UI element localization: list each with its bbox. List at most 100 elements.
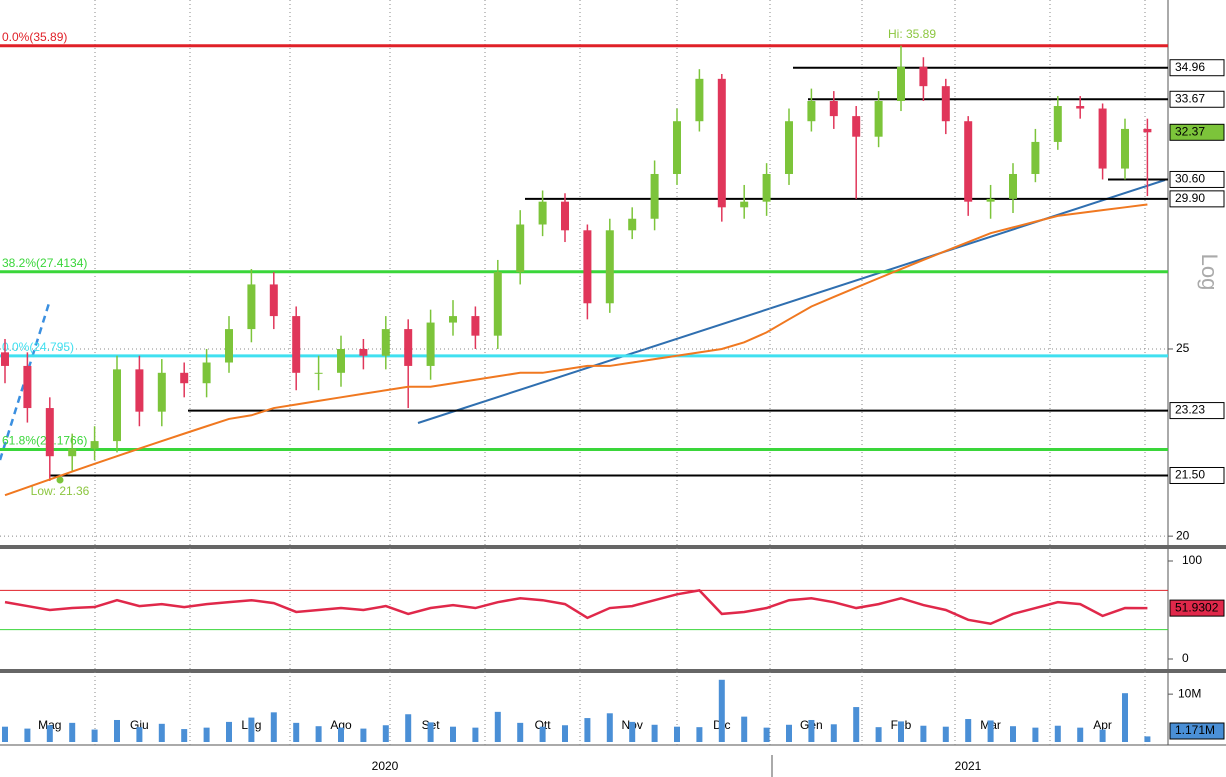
volume-bar xyxy=(875,727,882,742)
candle-body xyxy=(628,218,637,231)
level-label-box xyxy=(1169,59,1225,77)
volume-bar xyxy=(718,679,725,742)
level-label-box xyxy=(1169,190,1225,208)
rsi-value-box xyxy=(1169,599,1225,617)
candle-body xyxy=(986,198,995,202)
volume-bar xyxy=(808,719,815,742)
level-label-box xyxy=(1169,170,1225,188)
scale-label: Log xyxy=(1197,254,1222,291)
volume-bar xyxy=(248,717,255,742)
candle-body xyxy=(605,230,614,304)
candle-body xyxy=(269,284,278,317)
volume-bar xyxy=(293,722,300,742)
candle-body xyxy=(561,201,569,231)
candle-body xyxy=(202,362,211,384)
candle-body xyxy=(1076,106,1085,109)
volume-bar xyxy=(2,726,8,742)
candle-body xyxy=(23,365,32,409)
candle-body xyxy=(1053,106,1062,142)
level-label: 33.67 xyxy=(1175,91,1205,105)
volume-bar xyxy=(405,714,412,742)
last-price: 32.37 xyxy=(1175,124,1205,138)
low-label: Low: 21.36 xyxy=(31,484,90,498)
volume-bar xyxy=(1054,725,1061,742)
x-tick-label: Ott xyxy=(535,718,552,732)
candle-body xyxy=(45,408,54,457)
candle-body xyxy=(538,201,547,225)
candle-body xyxy=(583,230,592,304)
candle-body xyxy=(650,173,659,219)
volume-bar xyxy=(382,725,389,742)
candle-body xyxy=(1121,128,1129,169)
volume-bar xyxy=(763,727,770,742)
candle-body xyxy=(135,369,144,412)
volume-bar xyxy=(920,725,927,742)
candle-body xyxy=(157,372,166,412)
volume-bar xyxy=(696,727,703,742)
candle-body xyxy=(471,316,480,336)
candle-body xyxy=(516,224,525,273)
candle-body xyxy=(381,329,390,356)
candle-body xyxy=(225,329,233,363)
candle-body xyxy=(1143,128,1152,133)
candle-body xyxy=(852,116,861,137)
candle-body xyxy=(829,101,838,117)
candle-body xyxy=(717,78,726,208)
volume-bar xyxy=(898,721,904,742)
candle-body xyxy=(68,448,77,457)
volume-bar xyxy=(965,719,972,742)
volume-bar xyxy=(741,716,748,742)
level-label: 30.60 xyxy=(1175,172,1205,186)
level-label: 34.96 xyxy=(1175,60,1205,74)
volume-bar xyxy=(203,727,210,742)
volume-bar xyxy=(226,721,232,742)
fib-label: 0.0%(35.89) xyxy=(2,30,67,44)
candle-body xyxy=(941,86,950,122)
volume-bar xyxy=(674,726,680,742)
candle-body xyxy=(673,121,681,174)
rsi-line xyxy=(4,589,1148,626)
candle-body xyxy=(1,352,9,366)
volume-label-box xyxy=(1169,722,1225,740)
volume-bar xyxy=(1144,736,1151,742)
year-label: 2020 xyxy=(372,759,399,773)
volume-bar xyxy=(517,722,524,742)
volume-bar xyxy=(830,724,837,742)
last-price-box xyxy=(1169,123,1225,141)
candle-body xyxy=(292,316,301,373)
x-tick-label: Mag xyxy=(38,718,61,732)
y-tick-label: 0 xyxy=(1182,651,1189,665)
volume-bar xyxy=(360,728,367,742)
candle-body xyxy=(897,66,905,102)
candle-body xyxy=(1009,173,1017,199)
candle-body xyxy=(247,284,256,330)
volume-bar xyxy=(270,712,277,742)
volume-bar xyxy=(1010,726,1016,742)
candle-body xyxy=(1098,108,1107,169)
y-tick-label: 100 xyxy=(1182,553,1202,567)
volume-bar xyxy=(584,718,591,742)
candle-body xyxy=(113,369,121,442)
level-label: 21.50 xyxy=(1175,468,1205,482)
candle-body xyxy=(404,329,413,366)
candle-body xyxy=(762,173,771,202)
volume-bar xyxy=(91,729,98,742)
volume-bar xyxy=(136,727,143,742)
level-label-box xyxy=(1169,402,1225,420)
fib-label: 38.2%(27.4134) xyxy=(2,256,87,270)
volume-bar xyxy=(181,729,188,742)
rsi-value: 51.9302 xyxy=(1175,600,1219,614)
high-label: Hi: 35.89 xyxy=(888,27,936,41)
volume-bar xyxy=(158,723,165,742)
candle-body xyxy=(695,78,704,122)
volume-bar xyxy=(942,726,949,742)
volume-bar xyxy=(987,720,994,742)
volume-bar xyxy=(450,726,456,742)
level-label: 29.90 xyxy=(1175,191,1205,205)
volume-bar xyxy=(46,725,53,742)
candle-body xyxy=(807,101,816,122)
candle-body xyxy=(337,348,345,373)
y-tick-label: 20 xyxy=(1176,528,1190,542)
volume-bar xyxy=(853,707,860,742)
